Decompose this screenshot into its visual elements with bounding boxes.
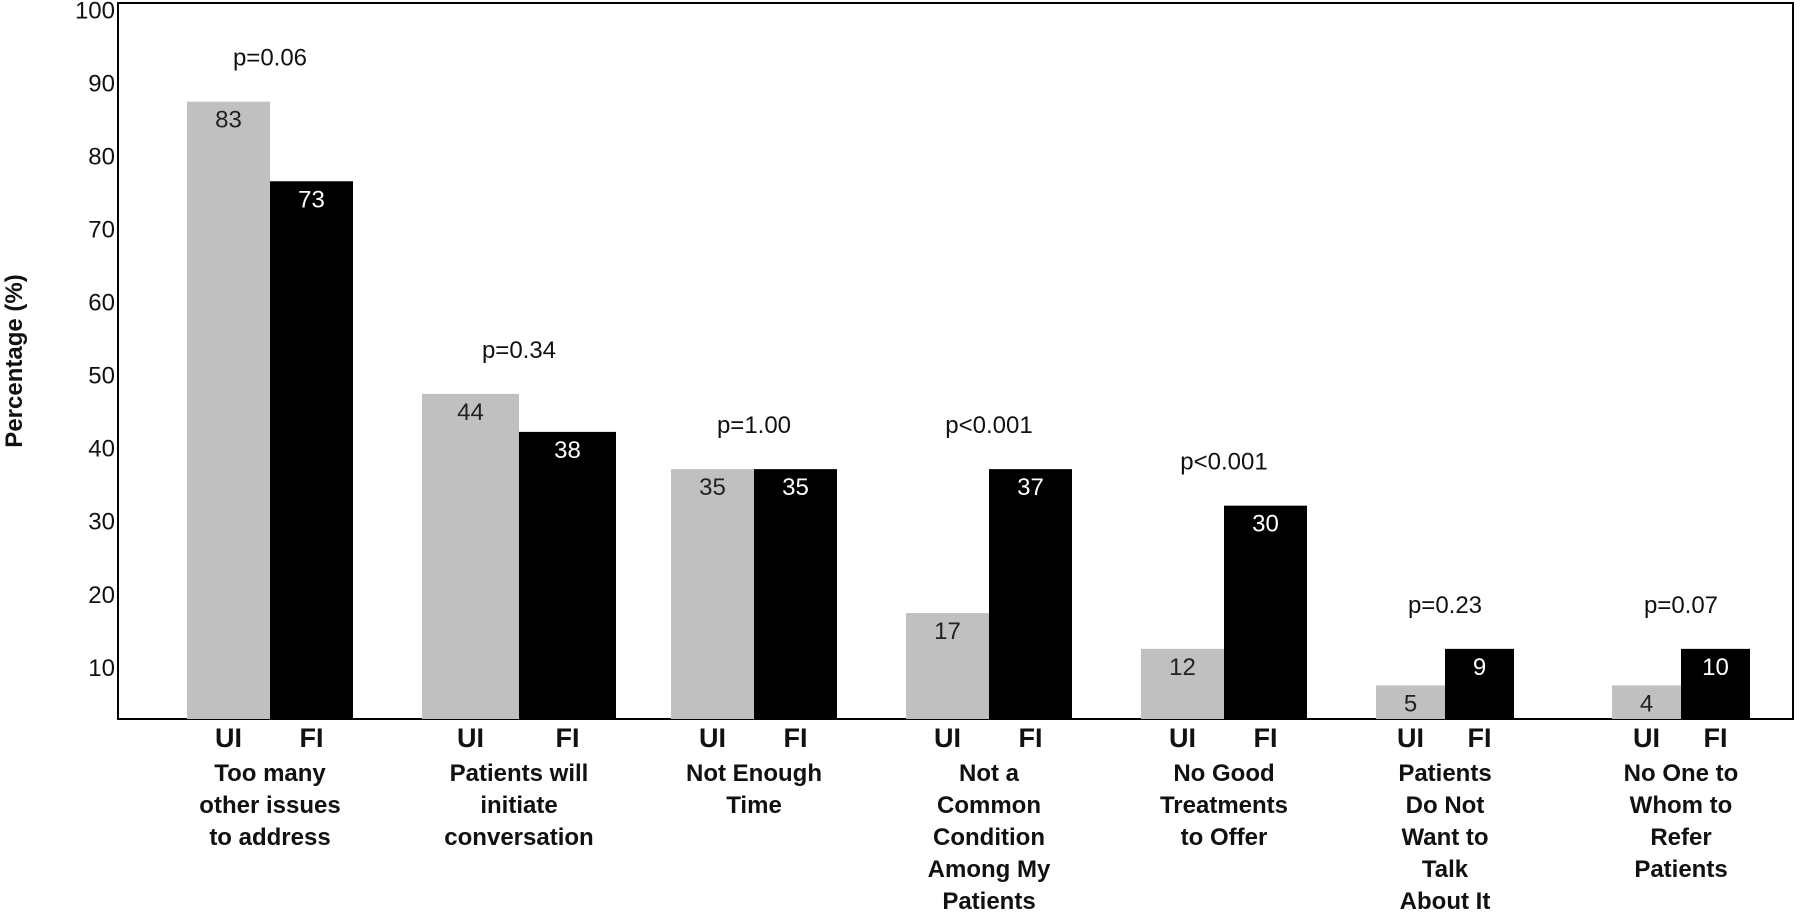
series-tick-label: FI xyxy=(784,723,808,753)
bar-ui xyxy=(671,469,754,719)
y-tick-label: 30 xyxy=(88,509,115,536)
category-label: Common xyxy=(937,792,1041,819)
bar-value-label: 37 xyxy=(1017,474,1044,501)
category-label: Not Enough xyxy=(686,760,822,787)
series-tick-label: UI xyxy=(934,723,961,753)
bar-ui xyxy=(1141,648,1224,719)
category-label: No Good xyxy=(1173,760,1274,787)
bar-value-label: 73 xyxy=(298,186,325,213)
category-label: to Offer xyxy=(1181,824,1268,851)
bar-value-label: 35 xyxy=(699,474,726,501)
series-tick-label: UI xyxy=(699,723,726,753)
y-tick-label: 80 xyxy=(88,143,115,170)
p-value-annotation: p=0.34 xyxy=(482,337,556,364)
y-axis-label: Percentage (%) xyxy=(1,274,28,447)
bar-value-label: 44 xyxy=(457,399,484,426)
series-tick-label: UI xyxy=(1397,723,1424,753)
bar-value-label: 4 xyxy=(1640,690,1653,717)
bar-value-label: 83 xyxy=(215,107,242,134)
bar-fi xyxy=(1681,648,1750,719)
series-tick-label: FI xyxy=(1254,723,1278,753)
plot-frame xyxy=(117,2,1794,720)
p-value-annotation: p=1.00 xyxy=(717,412,791,439)
bar-ui xyxy=(422,393,519,719)
category-label: Patients will xyxy=(450,760,589,787)
series-tick-label: FI xyxy=(1468,723,1492,753)
series-tick-label: FI xyxy=(1019,723,1043,753)
y-tick-label: 60 xyxy=(88,290,115,317)
bar-value-label: 38 xyxy=(554,437,581,464)
category-label: Time xyxy=(726,792,782,819)
y-tick-label: 100 xyxy=(75,0,115,24)
y-tick-label: 50 xyxy=(88,363,115,390)
category-label: Condition xyxy=(933,824,1045,851)
series-tick-label: FI xyxy=(556,723,580,753)
bar-fi xyxy=(1445,648,1514,719)
bar-value-label: 12 xyxy=(1169,654,1196,681)
bar-fi xyxy=(754,469,837,719)
p-value-annotation: p<0.001 xyxy=(1180,449,1267,476)
bar-ui xyxy=(1612,685,1681,719)
y-tick-label: 20 xyxy=(88,582,115,609)
bar-value-label: 35 xyxy=(782,474,809,501)
bar-value-label: 5 xyxy=(1404,690,1417,717)
category-label: About It xyxy=(1400,888,1491,915)
category-label: conversation xyxy=(444,824,593,851)
category-label: Not a xyxy=(959,760,1020,787)
p-value-annotation: p=0.07 xyxy=(1644,592,1718,619)
category-label: Too many xyxy=(214,760,326,787)
y-tick-label: 10 xyxy=(88,655,115,682)
bar-fi xyxy=(1224,505,1307,719)
category-label: Talk xyxy=(1422,856,1469,883)
bar-ui xyxy=(906,613,989,719)
category-label: No One to xyxy=(1624,760,1739,787)
category-label: initiate xyxy=(480,792,557,819)
category-label: Among My xyxy=(928,856,1051,883)
bar-value-label: 30 xyxy=(1252,511,1279,538)
series-tick-label: UI xyxy=(1169,723,1196,753)
bar-value-label: 9 xyxy=(1473,654,1486,681)
series-tick-label: UI xyxy=(215,723,242,753)
bar-fi xyxy=(270,181,353,719)
series-tick-label: FI xyxy=(300,723,324,753)
series-tick-label: UI xyxy=(457,723,484,753)
category-label: Patients xyxy=(1398,760,1491,787)
category-label: Patients xyxy=(942,888,1035,915)
bar-fi xyxy=(989,469,1072,719)
p-value-annotation: p=0.06 xyxy=(233,45,307,72)
bar-value-label: 10 xyxy=(1702,654,1729,681)
y-tick-label: 70 xyxy=(88,216,115,243)
category-label: Do Not xyxy=(1406,792,1485,819)
category-label: Treatments xyxy=(1160,792,1288,819)
series-tick-label: FI xyxy=(1704,723,1728,753)
category-label: Patients xyxy=(1634,856,1727,883)
category-label: Refer xyxy=(1650,824,1711,851)
category-label: Want to xyxy=(1401,824,1488,851)
series-tick-label: UI xyxy=(1633,723,1660,753)
bar-fi xyxy=(519,431,616,719)
category-label: other issues xyxy=(199,792,340,819)
category-label: Whom to xyxy=(1630,792,1733,819)
y-tick-label: 40 xyxy=(88,436,115,463)
bar-ui xyxy=(187,101,270,720)
p-value-annotation: p=0.23 xyxy=(1408,592,1482,619)
bar-value-label: 17 xyxy=(934,618,961,645)
y-tick-label: 90 xyxy=(88,70,115,97)
p-value-annotation: p<0.001 xyxy=(945,412,1032,439)
bar-ui xyxy=(1376,685,1445,719)
category-label: to address xyxy=(209,824,330,851)
